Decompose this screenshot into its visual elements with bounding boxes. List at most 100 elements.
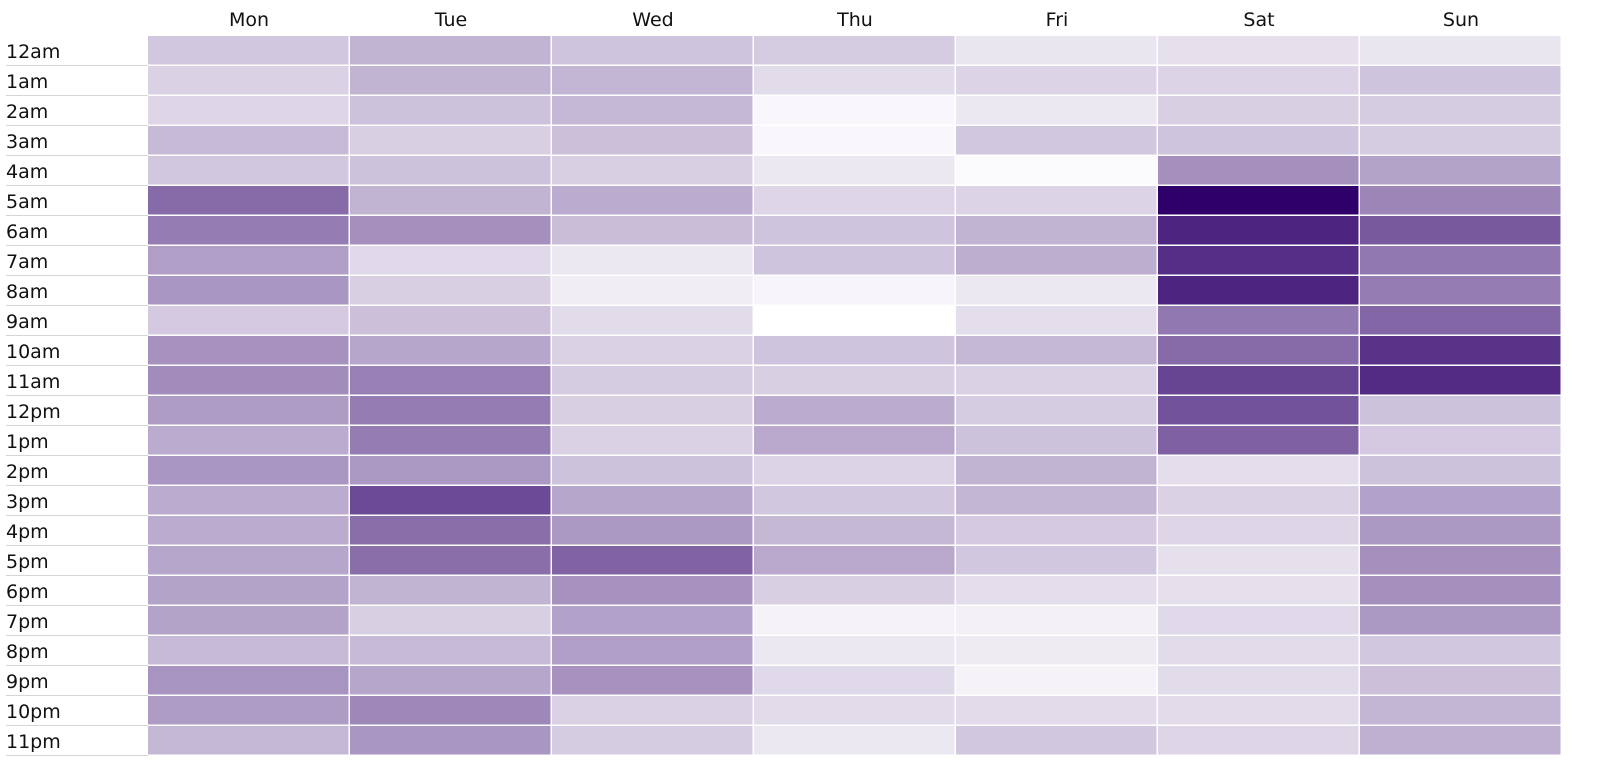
heatmap-cell-mon-3am — [148, 126, 349, 155]
row-label-9am: 9am — [6, 311, 48, 333]
heatmap-cell-sat-3am — [1158, 126, 1359, 155]
heatmap-cell-mon-10pm — [148, 696, 349, 725]
heatmap-cell-thu-10am — [754, 336, 955, 365]
row-label-1pm: 1pm — [6, 431, 49, 453]
heatmap-cell-fri-6pm — [956, 576, 1157, 605]
heatmap-cell-sat-6pm — [1158, 576, 1359, 605]
heatmap-cell-wed-1am — [552, 66, 753, 95]
heatmap-cell-mon-7pm — [148, 606, 349, 635]
heatmap-cell-wed-1pm — [552, 426, 753, 455]
column-label-tue: Tue — [434, 9, 467, 31]
heatmap-cell-fri-2am — [956, 96, 1157, 125]
heatmap-cell-wed-12am — [552, 36, 753, 65]
heatmap-cell-sat-11am — [1158, 366, 1359, 395]
heatmap-cell-tue-6am — [350, 216, 551, 245]
heatmap-cell-thu-7pm — [754, 606, 955, 635]
heatmap-cell-sun-6am — [1360, 216, 1561, 245]
heatmap-cell-sun-10pm — [1360, 696, 1561, 725]
heatmap-cell-thu-3pm — [754, 486, 955, 515]
heatmap-cell-sun-7am — [1360, 246, 1561, 275]
heatmap-cell-thu-9am — [754, 306, 955, 335]
heatmap-cell-sun-6pm — [1360, 576, 1561, 605]
heatmap-cell-thu-8am — [754, 276, 955, 305]
heatmap-cell-sun-9am — [1360, 306, 1561, 335]
heatmap-cell-thu-7am — [754, 246, 955, 275]
heatmap-cell-mon-8am — [148, 276, 349, 305]
heatmap-cell-thu-11am — [754, 366, 955, 395]
heatmap-cell-thu-6pm — [754, 576, 955, 605]
heatmap-cell-sat-4pm — [1158, 516, 1359, 545]
row-label-12pm: 12pm — [6, 401, 61, 423]
heatmap-cell-fri-3pm — [956, 486, 1157, 515]
row-label-8pm: 8pm — [6, 641, 49, 663]
heatmap-cell-sun-5pm — [1360, 546, 1561, 575]
row-label-12am: 12am — [6, 41, 60, 63]
heatmap-cell-sun-12pm — [1360, 396, 1561, 425]
heatmap-cell-fri-9pm — [956, 666, 1157, 695]
heatmap-cell-thu-4pm — [754, 516, 955, 545]
heatmap-cell-fri-1am — [956, 66, 1157, 95]
heatmap-cell-sun-8am — [1360, 276, 1561, 305]
heatmap-cell-mon-4am — [148, 156, 349, 185]
heatmap-cell-thu-12am — [754, 36, 955, 65]
heatmap-cell-tue-3am — [350, 126, 551, 155]
heatmap-cell-sat-9pm — [1158, 666, 1359, 695]
heatmap-cell-sun-10am — [1360, 336, 1561, 365]
heatmap-cell-wed-10pm — [552, 696, 753, 725]
heatmap-cell-fri-4pm — [956, 516, 1157, 545]
heatmap-cell-sun-2am — [1360, 96, 1561, 125]
heatmap-cell-wed-11am — [552, 366, 753, 395]
row-label-1am: 1am — [6, 71, 48, 93]
heatmap-cell-sun-3pm — [1360, 486, 1561, 515]
heatmap-cell-tue-11am — [350, 366, 551, 395]
heatmap-cell-tue-1am — [350, 66, 551, 95]
heatmap-cell-wed-2pm — [552, 456, 753, 485]
heatmap-cell-mon-7am — [148, 246, 349, 275]
heatmap-cell-sun-8pm — [1360, 636, 1561, 665]
heatmap-cell-mon-11am — [148, 366, 349, 395]
heatmap-cell-fri-7am — [956, 246, 1157, 275]
heatmap-cell-mon-9pm — [148, 666, 349, 695]
heatmap-cell-wed-5pm — [552, 546, 753, 575]
heatmap-cell-sat-4am — [1158, 156, 1359, 185]
heatmap-cell-thu-1pm — [754, 426, 955, 455]
heatmap-cell-tue-2am — [350, 96, 551, 125]
heatmap-cell-wed-6am — [552, 216, 753, 245]
heatmap-cell-tue-12pm — [350, 396, 551, 425]
heatmap-cell-tue-6pm — [350, 576, 551, 605]
heatmap-cell-tue-4am — [350, 156, 551, 185]
heatmap-cell-tue-11pm — [350, 726, 551, 755]
heatmap-cell-thu-11pm — [754, 726, 955, 755]
heatmap-cell-wed-7am — [552, 246, 753, 275]
heatmap-cell-mon-1am — [148, 66, 349, 95]
heatmap-cell-mon-6pm — [148, 576, 349, 605]
heatmap-cell-sun-3am — [1360, 126, 1561, 155]
row-label-5am: 5am — [6, 191, 48, 213]
row-label-10pm: 10pm — [6, 701, 61, 723]
heatmap-cell-tue-1pm — [350, 426, 551, 455]
heatmap-cell-fri-8pm — [956, 636, 1157, 665]
heatmap-cell-wed-9am — [552, 306, 753, 335]
heatmap-cell-sat-3pm — [1158, 486, 1359, 515]
heatmap-cell-sun-9pm — [1360, 666, 1561, 695]
column-label-sat: Sat — [1243, 9, 1274, 31]
heatmap-cell-thu-2am — [754, 96, 955, 125]
heatmap-cell-fri-10pm — [956, 696, 1157, 725]
row-label-2pm: 2pm — [6, 461, 49, 483]
heatmap-cell-mon-8pm — [148, 636, 349, 665]
heatmap-cell-sun-11am — [1360, 366, 1561, 395]
heatmap-cell-fri-5pm — [956, 546, 1157, 575]
heatmap-cell-wed-2am — [552, 96, 753, 125]
heatmap-cell-sat-10am — [1158, 336, 1359, 365]
heatmap-cell-sat-2pm — [1158, 456, 1359, 485]
heatmap-cell-wed-8am — [552, 276, 753, 305]
heatmap-cell-tue-5am — [350, 186, 551, 215]
heatmap-cell-sun-4am — [1360, 156, 1561, 185]
heatmap-cell-sun-12am — [1360, 36, 1561, 65]
heatmap-cell-fri-3am — [956, 126, 1157, 155]
heatmap-cell-mon-10am — [148, 336, 349, 365]
heatmap-cell-sat-1pm — [1158, 426, 1359, 455]
heatmap-cell-fri-6am — [956, 216, 1157, 245]
heatmap-cell-sat-11pm — [1158, 726, 1359, 755]
row-label-10am: 10am — [6, 341, 60, 363]
